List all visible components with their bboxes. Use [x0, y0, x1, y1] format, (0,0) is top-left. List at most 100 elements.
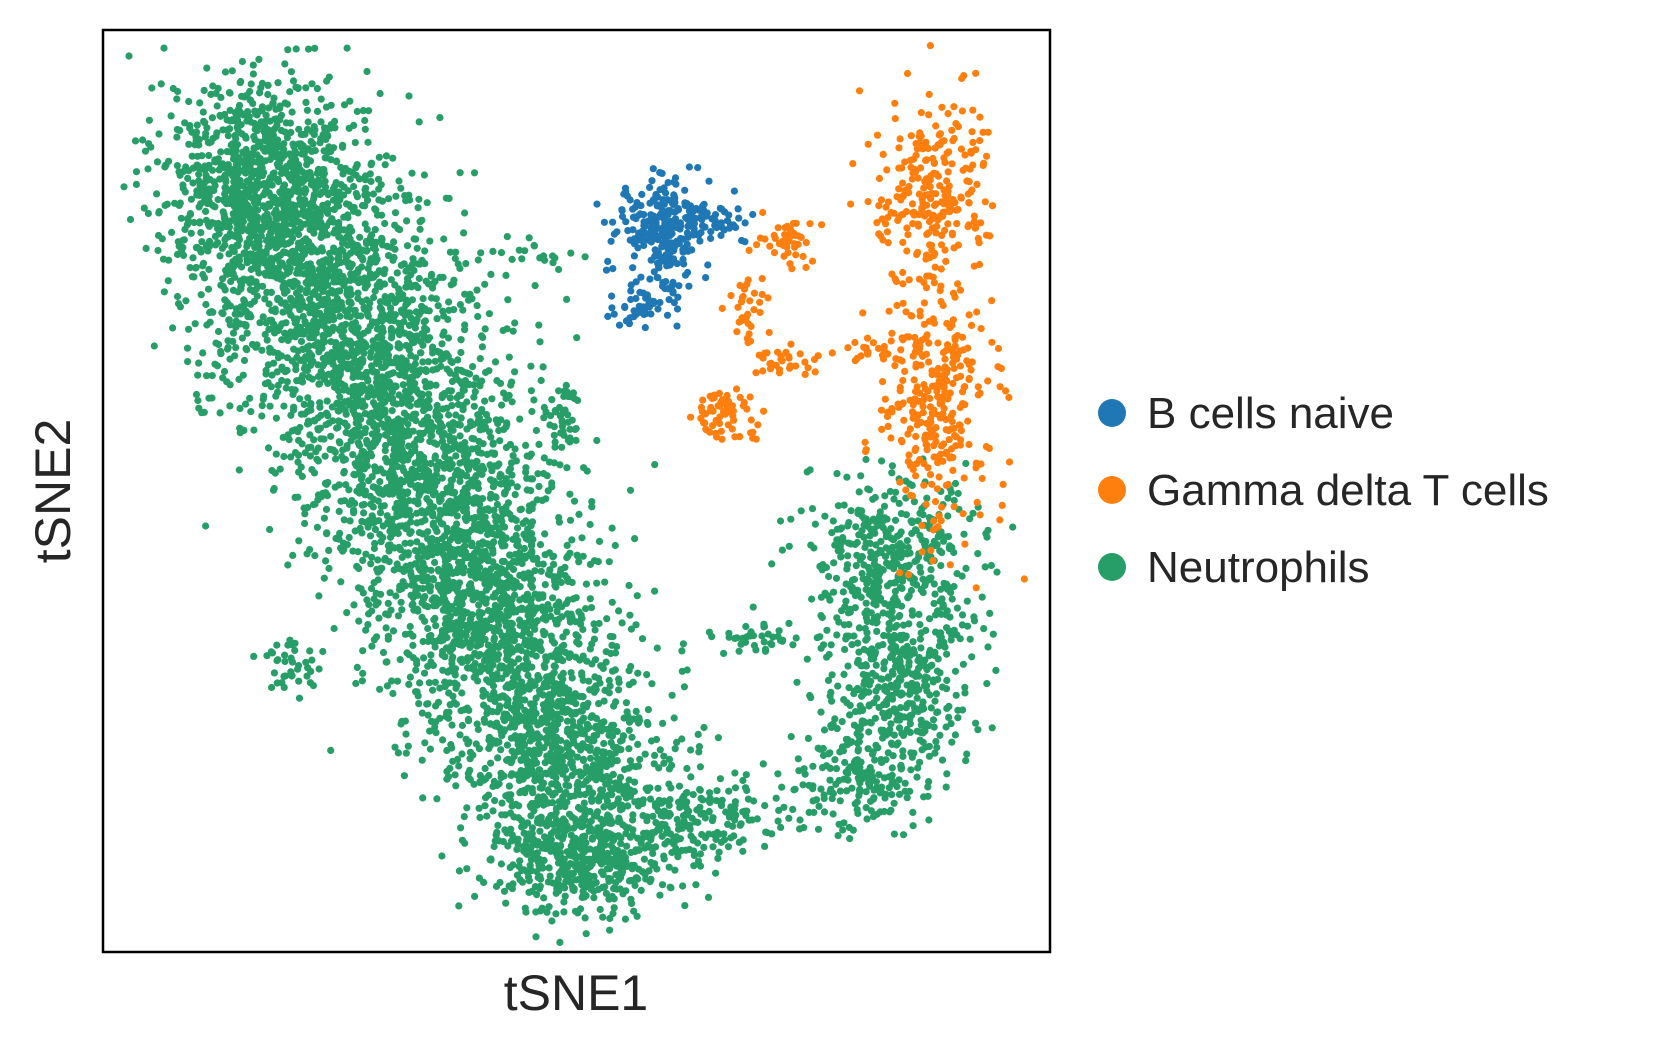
scatter-point — [351, 269, 360, 277]
scatter-point — [466, 766, 474, 774]
scatter-point — [477, 633, 485, 641]
scatter-point — [381, 280, 389, 288]
scatter-point — [371, 205, 379, 213]
scatter-point — [288, 357, 296, 365]
scatter-point — [383, 424, 391, 432]
scatter-point — [508, 398, 516, 406]
scatter-point — [179, 181, 187, 189]
scatter-point — [240, 320, 248, 329]
scatter-point — [387, 276, 395, 284]
scatter-point — [420, 669, 429, 677]
scatter-point — [199, 349, 207, 357]
scatter-point — [454, 564, 462, 572]
scatter-point — [416, 429, 424, 437]
scatter-point — [412, 367, 420, 375]
scatter-point — [376, 298, 384, 306]
scatter-point — [169, 324, 177, 332]
scatter-point — [456, 169, 464, 177]
scatter-point — [520, 570, 528, 578]
scatter-point — [278, 336, 286, 344]
scatter-point — [326, 146, 335, 154]
scatter-point — [246, 250, 254, 258]
scatter-point — [373, 359, 381, 367]
scatter-point — [531, 567, 539, 575]
scatter-point — [409, 255, 417, 263]
scatter-point — [336, 312, 344, 320]
scatter-point — [568, 578, 576, 587]
scatter-point — [439, 647, 447, 656]
scatter-point — [566, 516, 575, 524]
scatter-point — [313, 455, 321, 463]
scatter-point — [376, 89, 384, 98]
scatter-point — [174, 300, 183, 308]
scatter-point — [189, 179, 197, 187]
scatter-point — [145, 116, 153, 124]
scatter-point — [432, 412, 440, 420]
scatter-point — [689, 791, 697, 799]
scatter-point — [299, 312, 307, 320]
scatter-point — [274, 349, 282, 358]
scatter-point — [372, 430, 380, 438]
scatter-point — [274, 176, 282, 184]
scatter-point — [368, 231, 376, 239]
scatter-point — [189, 254, 197, 262]
scatter-point — [367, 353, 375, 361]
scatter-point — [363, 190, 371, 198]
scatter-point — [489, 576, 497, 585]
scatter-point — [498, 632, 506, 640]
scatter-point — [453, 618, 461, 627]
scatter-point — [659, 719, 667, 728]
scatter-point — [654, 784, 662, 792]
scatter-point — [316, 403, 324, 411]
scatter-point — [479, 692, 487, 700]
scatter-point — [305, 238, 313, 246]
scatter-point — [289, 169, 297, 177]
scatter-point — [327, 255, 335, 263]
scatter-point — [272, 206, 280, 214]
scatter-point — [140, 204, 148, 212]
scatter-point — [277, 169, 286, 177]
scatter-point — [240, 296, 248, 304]
scatter-point — [404, 488, 412, 496]
scatter-point — [497, 416, 505, 424]
scatter-point — [158, 235, 166, 243]
scatter-point — [402, 730, 410, 738]
scatter-point — [407, 562, 415, 570]
scatter-point — [320, 169, 328, 177]
scatter-point — [436, 596, 444, 605]
scatter-point — [397, 184, 405, 192]
scatter-point — [213, 102, 221, 110]
scatter-point — [236, 79, 244, 87]
scatter-point — [200, 408, 208, 416]
scatter-point — [512, 608, 520, 616]
scatter-point — [311, 44, 319, 52]
scatter-point — [361, 491, 369, 499]
scatter-point — [377, 538, 385, 546]
scatter-point — [305, 322, 313, 330]
scatter-point — [199, 259, 208, 267]
scatter-point — [523, 628, 531, 636]
scatter-point — [475, 745, 483, 753]
scatter-point — [184, 325, 193, 333]
scatter-point — [468, 586, 476, 594]
scatter-point — [202, 300, 210, 309]
scatter-point — [519, 519, 527, 528]
scatter-point — [566, 490, 574, 498]
scatter-point — [330, 205, 338, 213]
scatter-point — [317, 233, 325, 242]
scatter-point — [457, 391, 465, 399]
scatter-point — [429, 661, 437, 670]
scatter-point — [432, 295, 440, 303]
scatter-point — [217, 347, 225, 356]
scatter-point — [354, 365, 362, 373]
scatter-point — [297, 463, 305, 471]
scatter-point — [427, 651, 435, 659]
scatter-point — [415, 529, 423, 537]
scatter-point — [369, 190, 377, 198]
scatter-point — [607, 649, 615, 658]
scatter-point — [587, 713, 595, 722]
scatter-point — [482, 569, 490, 577]
scatter-point — [255, 55, 263, 64]
scatter-point — [202, 207, 210, 215]
scatter-point — [625, 581, 633, 590]
